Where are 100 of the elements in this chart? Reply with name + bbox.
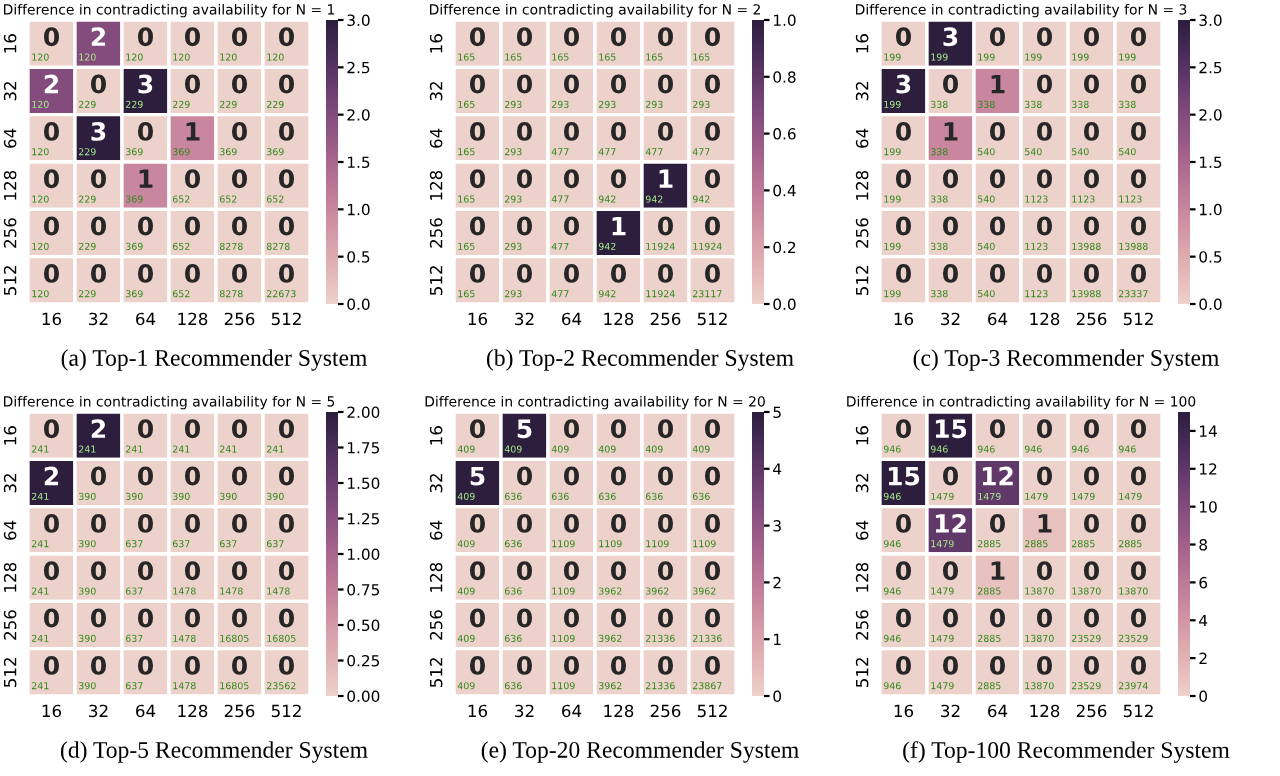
data-label: 0 [658, 263, 673, 283]
data-label: 0 [138, 513, 153, 533]
data-label: 0 [232, 513, 247, 533]
data-label: 0 [1131, 27, 1146, 47]
data-label: 0 [990, 608, 1005, 628]
data-label: 0 [1037, 216, 1052, 236]
data-label: 0 [44, 121, 59, 141]
data-label: 0 [232, 169, 247, 189]
data-label: 0 [279, 513, 294, 533]
y-tick-label: 128 [429, 170, 443, 200]
data-label: 0 [896, 419, 911, 439]
data-label: 0 [705, 561, 720, 581]
x-tick-label: 256 [650, 312, 681, 326]
data-label: 0 [658, 419, 673, 439]
x-tick-label: 16 [468, 704, 488, 718]
y-tick-label: 256 [429, 610, 443, 640]
data-label: 0 [611, 121, 626, 141]
data-label: 2 [44, 466, 59, 486]
data-label: 0 [44, 419, 59, 439]
data-label: 0 [1131, 466, 1146, 486]
y-tick-label: 128 [3, 562, 17, 592]
data-label: 0 [943, 263, 958, 283]
data-label: 0 [138, 466, 153, 486]
data-label: 0 [990, 27, 1005, 47]
data-label: 0 [658, 655, 673, 675]
x-tick-label: 256 [650, 704, 681, 718]
data-label: 0 [943, 169, 958, 189]
y-tick-label: 32 [429, 82, 443, 101]
data-label: 0 [1037, 74, 1052, 94]
data-label: 0 [470, 121, 485, 141]
data-label: 0 [470, 419, 485, 439]
data-label: 0 [517, 608, 532, 628]
data-label: 0 [1084, 655, 1099, 675]
data-label: 12 [982, 466, 1013, 486]
y-tick-label: 32 [855, 474, 869, 493]
data-label: 0 [185, 561, 200, 581]
x-tick-label: 64 [136, 312, 156, 326]
data-label: 0 [138, 27, 153, 47]
data-label: 0 [1037, 466, 1052, 486]
data-label: 15 [888, 466, 920, 486]
data-label: 0 [517, 27, 532, 47]
x-tick-label: 512 [697, 312, 727, 326]
y-tick-label: 512 [3, 658, 17, 687]
data-label: 0 [896, 27, 911, 47]
data-label: 0 [185, 216, 200, 236]
y-tick-label: 16 [855, 426, 869, 445]
data-label: 0 [943, 561, 958, 581]
x-tick-label: 16 [468, 312, 488, 326]
data-label: 0 [1084, 169, 1099, 189]
data-label: 0 [138, 655, 153, 675]
text: (c) Top-3 Recommender System [913, 349, 1220, 371]
data-label: 0 [611, 561, 626, 581]
data-label: 1 [612, 216, 626, 236]
x-tick-label: 128 [604, 312, 634, 326]
data-label: 0 [517, 655, 532, 675]
data-label: 0 [1131, 263, 1146, 283]
data-label: 0 [990, 419, 1005, 439]
data-label: 0 [705, 655, 720, 675]
data-label: 0 [658, 74, 673, 94]
data-label: 0 [185, 655, 200, 675]
data-label: 0 [232, 27, 247, 47]
x-tick-label: 32 [941, 704, 960, 718]
data-label: 0 [279, 263, 294, 283]
text: (a) Top-1 Recommender System [61, 349, 368, 371]
data-label: 0 [611, 419, 626, 439]
y-tick-label: 32 [3, 474, 17, 493]
data-label: 0 [470, 27, 485, 47]
x-tick-label: 16 [42, 704, 62, 718]
data-label: 0 [470, 263, 485, 283]
data-label: 0 [1084, 27, 1099, 47]
data-label: 0 [1037, 655, 1052, 675]
data-label: 0 [658, 513, 673, 533]
x-tick-label: 64 [562, 312, 582, 326]
data-label: 0 [611, 655, 626, 675]
data-label: 0 [517, 216, 532, 236]
x-tick-label: 16 [894, 312, 914, 326]
data-label: 0 [564, 561, 579, 581]
data-label: 0 [470, 655, 485, 675]
data-label: 0 [943, 655, 958, 675]
y-tick-label: 64 [3, 520, 17, 540]
x-tick-label: 16 [894, 704, 914, 718]
data-label: 0 [44, 655, 59, 675]
data-label: 0 [990, 513, 1005, 533]
data-label: 0 [279, 466, 294, 486]
data-label: 1 [659, 169, 673, 188]
x-tick-label: 512 [271, 312, 301, 326]
data-label: 0 [564, 121, 579, 141]
data-label: 0 [470, 74, 485, 94]
y-tick-label: 128 [855, 562, 869, 592]
x-tick-label: 16 [42, 312, 62, 326]
data-label: 0 [564, 216, 579, 236]
data-label: 0 [44, 561, 59, 581]
data-label: 0 [44, 263, 59, 283]
y-tick-label: 512 [429, 658, 443, 687]
data-label: 1 [139, 169, 153, 188]
x-tick-label: 128 [178, 312, 208, 326]
x-tick-label: 32 [941, 312, 960, 326]
x-tick-label: 32 [515, 312, 534, 326]
data-label: 0 [943, 466, 958, 486]
data-label: 0 [185, 169, 200, 189]
